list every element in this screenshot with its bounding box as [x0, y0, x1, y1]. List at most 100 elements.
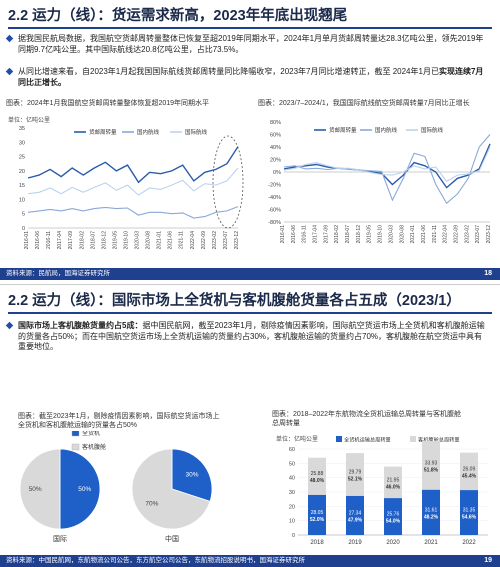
x-tick-label: 2018 [310, 540, 324, 546]
bullet-paragraph: 从同比增速来看，自2023年1月起我国国际航线货邮周转量同比降幅收窄，2023年… [5, 67, 490, 88]
y-tick-label: -80% [268, 220, 281, 226]
y-tick-label: 15 [19, 183, 25, 189]
series-line [27, 167, 239, 196]
series-line [283, 143, 491, 189]
pie-value-label: 30% [186, 471, 199, 478]
legend-label: 货邮周转量 [89, 128, 117, 136]
x-tick-label: 2018-07 [345, 225, 351, 244]
x-tick-label: 2023-07 [475, 225, 481, 244]
x-tick-label: 2022 [462, 540, 476, 546]
pie-title: 中国 [165, 534, 179, 543]
x-tick-label: 2020-03 [388, 225, 394, 244]
x-tick-label: 2021-11 [179, 231, 185, 249]
y-axis-unit-label: 单位：亿吨公里 [8, 116, 50, 124]
y-tick-label: 60% [270, 133, 281, 139]
series-line [283, 134, 491, 205]
diamond-bullet-icon [5, 67, 14, 76]
series-line [27, 206, 239, 219]
bar-value-label: 21.95 [387, 477, 400, 483]
bar-share-label: 48.0% [310, 478, 325, 484]
y-tick-label: 80% [270, 120, 281, 126]
x-tick-label: 2016-01 [280, 225, 286, 244]
bar-share-label: 46.0% [386, 484, 401, 490]
bar-share-label: 47.9% [348, 517, 363, 523]
chart-caption: 全货机和客机腹舱运输的货量各占50% [18, 422, 138, 429]
chart-caption: 总周转量 [272, 420, 300, 427]
legend-label: 国际航线 [421, 126, 444, 134]
bar-segment [422, 441, 440, 490]
x-tick-label: 2020-03 [135, 231, 141, 250]
y-tick-label: 40% [270, 145, 281, 151]
y-tick-label: 40 [289, 476, 295, 482]
x-tick-label: 2017-04 [313, 225, 319, 244]
x-tick-label: 2018-02 [79, 231, 85, 250]
x-tick-label: 2021-11 [432, 225, 438, 243]
y-tick-label: 30 [289, 490, 295, 496]
bar-segment [308, 494, 326, 535]
x-tick-label: 2016-06 [291, 225, 297, 244]
x-tick-label: 2023-07 [223, 231, 229, 250]
x-tick-label: 2020 [386, 540, 400, 546]
y-tick-label: -20% [268, 183, 281, 189]
legend-label: 国内航线 [375, 126, 398, 134]
bar-segment [384, 498, 402, 535]
x-tick-label: 2021-01 [157, 231, 163, 250]
x-tick-label: 2020-08 [146, 231, 152, 250]
y-tick-label: 20 [289, 504, 295, 510]
bar-segment [460, 452, 478, 491]
pie-slice [19, 448, 61, 530]
pie-slice [59, 448, 101, 530]
y-tick-label: 20 [19, 169, 25, 175]
bar-value-label: 28.05 [311, 510, 324, 516]
x-tick-label: 2021-01 [410, 225, 416, 244]
x-tick-label: 2022-04 [190, 231, 196, 250]
x-tick-label: 2016-11 [46, 231, 52, 249]
bullet-paragraph: 据我国民航局数据，我国航空货邮周转量整体已恢复至超2019年同期水平，2024年… [5, 34, 490, 55]
x-tick-label: 2022-04 [443, 225, 449, 244]
pie-value-label: 50% [78, 486, 91, 493]
bar-share-label: 48.2% [424, 514, 439, 520]
legend-label: 客机腹舱总周转量 [418, 436, 460, 444]
x-tick-label: 2023-02 [464, 225, 470, 244]
pie-slice [171, 448, 213, 502]
bar-share-label: 52.1% [348, 476, 363, 482]
x-tick-label: 2021-06 [168, 231, 174, 250]
slide-title: 2.2 运力（线）：货运需求新高，2023年年底出现翘尾 [8, 8, 348, 24]
bar-segment [308, 457, 326, 495]
bar-value-label: 33.93 [425, 460, 438, 466]
line-chart-yoy-growth: -80% -60% -40% -20% 0% 20% 40% 60% 80% 2016-01 201… [268, 120, 492, 244]
line-chart-cargo-volume: 单位：亿吨公里 0 5 10 15 20 25 30 35 2016-01 2016-06 2016-… [8, 116, 244, 250]
x-tick-label: 2022-09 [453, 225, 459, 244]
y-tick-label: 0 [292, 533, 295, 539]
pie-value-label: 50% [29, 486, 42, 493]
legend-swatch [71, 443, 80, 451]
series-line [27, 146, 239, 184]
x-tick-label: 2021 [424, 540, 438, 546]
bar-share-label: 51.8% [424, 467, 439, 473]
x-tick-label: 2018-07 [90, 231, 96, 250]
chart-caption: 图表：2018–2022年东航物流全货机运输总周转量与客机腹舱 [272, 411, 462, 418]
bar-value-label: 29.79 [349, 469, 362, 475]
bar-value-label: 25.76 [387, 512, 400, 518]
legend-label: 全货机 [82, 431, 100, 437]
legend-label: 货邮周转量 [329, 126, 357, 134]
x-tick-label: 2022-09 [201, 231, 207, 250]
y-tick-label: -60% [268, 208, 281, 214]
x-tick-label: 2019-10 [378, 225, 384, 244]
x-tick-label: 2023-12 [234, 231, 240, 250]
y-tick-label: 60 [289, 447, 295, 453]
bar-value-label: 25.88 [311, 471, 324, 477]
legend-swatch [336, 436, 342, 442]
source-footer: 资料来源：中国民航网，东航物流公司公告，东方航空公司公告，东航物流招股说明书，国… [0, 555, 500, 567]
x-tick-label: 2018-12 [356, 225, 362, 244]
bar-share-label: 45.4% [462, 473, 477, 479]
bar-segment [460, 490, 478, 535]
x-tick-label: 2017-09 [323, 225, 329, 244]
y-tick-label: -40% [268, 195, 281, 201]
y-tick-label: 25 [19, 155, 25, 161]
x-tick-label: 2021-06 [421, 225, 427, 244]
x-tick-label: 2017-04 [57, 231, 63, 250]
title-underline [8, 27, 492, 29]
y-tick-label: 0% [273, 170, 281, 176]
